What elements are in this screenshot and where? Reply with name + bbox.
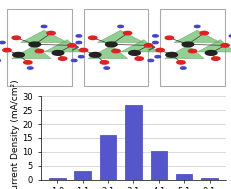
Circle shape <box>117 25 123 28</box>
Circle shape <box>228 35 231 37</box>
Bar <box>150 151 166 180</box>
Circle shape <box>88 36 97 40</box>
Circle shape <box>204 51 216 55</box>
Circle shape <box>3 48 11 52</box>
Circle shape <box>78 56 84 58</box>
Circle shape <box>105 42 117 47</box>
FancyBboxPatch shape <box>83 9 148 86</box>
Bar <box>201 178 217 180</box>
Circle shape <box>29 42 40 47</box>
Circle shape <box>13 52 24 57</box>
Circle shape <box>152 41 158 44</box>
Circle shape <box>220 44 228 47</box>
Circle shape <box>35 49 43 53</box>
Circle shape <box>181 42 193 47</box>
Circle shape <box>89 52 100 57</box>
Polygon shape <box>120 40 157 52</box>
Polygon shape <box>88 45 127 59</box>
Circle shape <box>176 61 184 64</box>
Polygon shape <box>21 30 67 43</box>
FancyBboxPatch shape <box>7 9 72 86</box>
Circle shape <box>100 61 108 64</box>
Circle shape <box>58 57 67 60</box>
FancyBboxPatch shape <box>159 9 224 86</box>
Circle shape <box>12 36 20 40</box>
Circle shape <box>188 49 196 53</box>
Circle shape <box>164 36 173 40</box>
Bar <box>175 174 191 180</box>
Circle shape <box>0 41 5 44</box>
Circle shape <box>165 52 177 57</box>
Circle shape <box>147 59 153 62</box>
Circle shape <box>103 67 109 69</box>
Circle shape <box>155 48 164 52</box>
Bar <box>49 178 65 180</box>
Circle shape <box>41 25 47 28</box>
Circle shape <box>47 31 55 35</box>
Circle shape <box>67 44 76 47</box>
Polygon shape <box>196 40 231 52</box>
Circle shape <box>194 25 199 28</box>
Circle shape <box>152 35 158 37</box>
Circle shape <box>52 51 64 55</box>
Polygon shape <box>97 30 143 43</box>
Circle shape <box>111 49 120 53</box>
Polygon shape <box>44 40 81 52</box>
Circle shape <box>154 56 160 58</box>
Circle shape <box>27 67 33 69</box>
Y-axis label: Current Density (mA/cm²): Current Density (mA/cm²) <box>11 80 19 189</box>
Circle shape <box>199 31 207 35</box>
Circle shape <box>144 44 152 47</box>
Polygon shape <box>173 30 219 43</box>
Circle shape <box>24 61 32 64</box>
Polygon shape <box>12 45 51 59</box>
Circle shape <box>123 31 131 35</box>
Bar <box>99 135 116 180</box>
Circle shape <box>180 67 185 69</box>
Bar <box>74 171 91 180</box>
Circle shape <box>76 35 81 37</box>
Circle shape <box>128 51 140 55</box>
Polygon shape <box>164 45 203 59</box>
Circle shape <box>71 59 77 62</box>
Bar <box>125 105 141 180</box>
Circle shape <box>211 57 219 60</box>
Circle shape <box>79 48 87 52</box>
Circle shape <box>134 57 143 60</box>
Circle shape <box>76 41 81 44</box>
